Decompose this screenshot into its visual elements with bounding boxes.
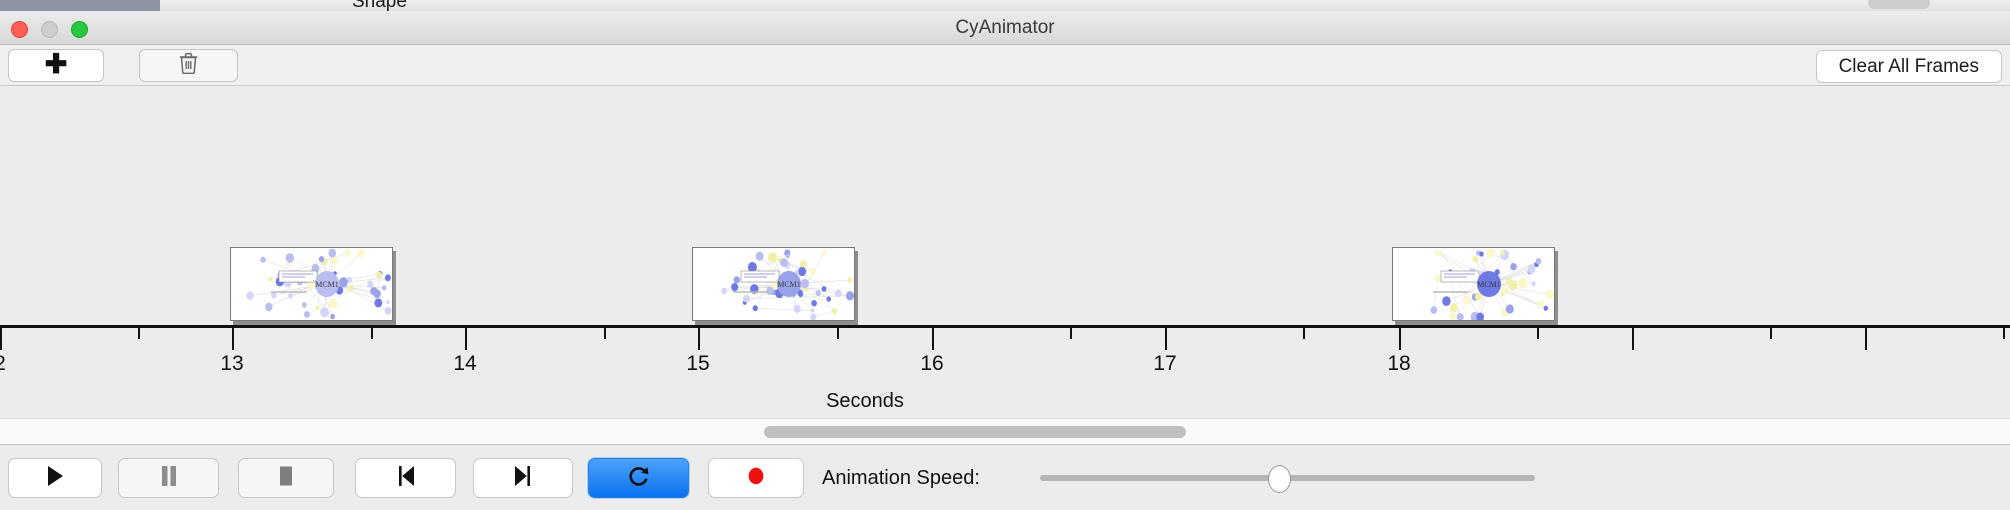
play-icon bbox=[45, 465, 65, 492]
delete-frame-button[interactable] bbox=[139, 49, 238, 82]
axis-tick bbox=[1165, 328, 1167, 350]
background-scrollbar bbox=[1868, 0, 1930, 9]
axis-tick bbox=[371, 328, 373, 339]
axis-tick-label: 15 bbox=[686, 352, 710, 375]
axis-tick bbox=[604, 328, 606, 339]
timeline-frame[interactable]: MCM1 bbox=[230, 247, 396, 325]
loop-button[interactable] bbox=[588, 458, 689, 498]
axis-tick-label: 18 bbox=[1387, 352, 1411, 375]
background-cell bbox=[235, 0, 346, 11]
axis-caption: Seconds bbox=[0, 390, 2010, 413]
previous-frame-button[interactable] bbox=[355, 458, 456, 498]
frame-thumbnail[interactable]: MCM1 bbox=[692, 247, 855, 321]
axis-tick bbox=[232, 328, 234, 350]
stop-icon bbox=[277, 465, 295, 492]
loop-icon bbox=[628, 464, 650, 493]
axis-tick bbox=[2003, 328, 2005, 339]
axis-caption-label: Seconds bbox=[826, 390, 904, 412]
frame-thumbnail[interactable]: MCM1 bbox=[230, 247, 393, 321]
stop-button[interactable] bbox=[238, 458, 334, 498]
axis-tick bbox=[138, 328, 140, 339]
clear-all-frames-button[interactable]: Clear All Frames bbox=[1815, 50, 2002, 83]
frame-thumbnail[interactable]: MCM1 bbox=[1392, 247, 1555, 321]
animation-speed-slider[interactable] bbox=[1040, 465, 1535, 493]
timeline-axis bbox=[0, 325, 2010, 328]
background-window-header bbox=[0, 0, 160, 11]
timeline-scrollbar-track[interactable] bbox=[0, 418, 2010, 444]
minimize-button[interactable] bbox=[41, 21, 58, 38]
maximize-button[interactable] bbox=[71, 21, 88, 38]
plus-icon: ✚ bbox=[44, 49, 68, 79]
timeline-scrollbar-thumb[interactable] bbox=[763, 426, 1186, 438]
trash-icon bbox=[179, 52, 198, 79]
svg-text:MCM1: MCM1 bbox=[777, 280, 801, 289]
axis-tick bbox=[1399, 328, 1401, 350]
axis-tick bbox=[0, 328, 2, 350]
record-button[interactable] bbox=[708, 458, 804, 498]
record-icon bbox=[746, 465, 766, 492]
axis-tick-label: 14 bbox=[453, 352, 477, 375]
axis-tick-label: 13 bbox=[220, 352, 244, 375]
pause-icon bbox=[160, 465, 178, 492]
play-button[interactable] bbox=[8, 458, 102, 498]
axis-tick bbox=[837, 328, 839, 339]
timeline-frame[interactable]: MCM1 bbox=[1392, 247, 1558, 325]
axis-tick bbox=[1303, 328, 1305, 339]
axis-tick bbox=[698, 328, 700, 350]
background-cell bbox=[615, 0, 861, 11]
axis-tick bbox=[1070, 328, 1072, 339]
skip-back-icon bbox=[396, 465, 416, 492]
background-cell bbox=[860, 0, 2010, 11]
svg-text:MCM1: MCM1 bbox=[315, 280, 339, 289]
animation-speed-label: Animation Speed: bbox=[822, 467, 980, 489]
timeline-frame[interactable]: MCM1 bbox=[692, 247, 858, 325]
svg-text:MCM1: MCM1 bbox=[1477, 280, 1501, 289]
playback-control-bar: Animation Speed: bbox=[0, 444, 2010, 510]
axis-tick-label: 2 bbox=[0, 352, 6, 376]
axis-tick bbox=[932, 328, 934, 350]
add-frame-button[interactable]: ✚ bbox=[8, 49, 104, 82]
close-button[interactable] bbox=[11, 21, 28, 38]
pause-button[interactable] bbox=[118, 458, 219, 498]
skip-forward-icon bbox=[513, 465, 533, 492]
axis-tick bbox=[1770, 328, 1772, 339]
timeline-track[interactable]: MCM1 MCM1 MCM1 bbox=[0, 86, 2010, 325]
title-bar: CyAnimator bbox=[0, 11, 2010, 45]
axis-tick bbox=[465, 328, 467, 350]
axis-tick bbox=[1632, 328, 1634, 350]
animation-speed-thumb[interactable] bbox=[1267, 465, 1291, 493]
background-shape-label: Shape bbox=[352, 0, 407, 11]
axis-tick-label: 16 bbox=[920, 352, 944, 375]
background-cell bbox=[160, 0, 236, 11]
toolbar: ✚ Clear All Frames bbox=[0, 45, 2010, 86]
window-title: CyAnimator bbox=[955, 17, 1055, 38]
axis-tick bbox=[1537, 328, 1539, 339]
next-frame-button[interactable] bbox=[473, 458, 573, 498]
axis-tick bbox=[1865, 328, 1867, 350]
clear-all-frames-label: Clear All Frames bbox=[1838, 55, 1979, 77]
background-window-strip: Shape bbox=[0, 0, 2010, 11]
axis-tick-label: 17 bbox=[1153, 352, 1177, 375]
